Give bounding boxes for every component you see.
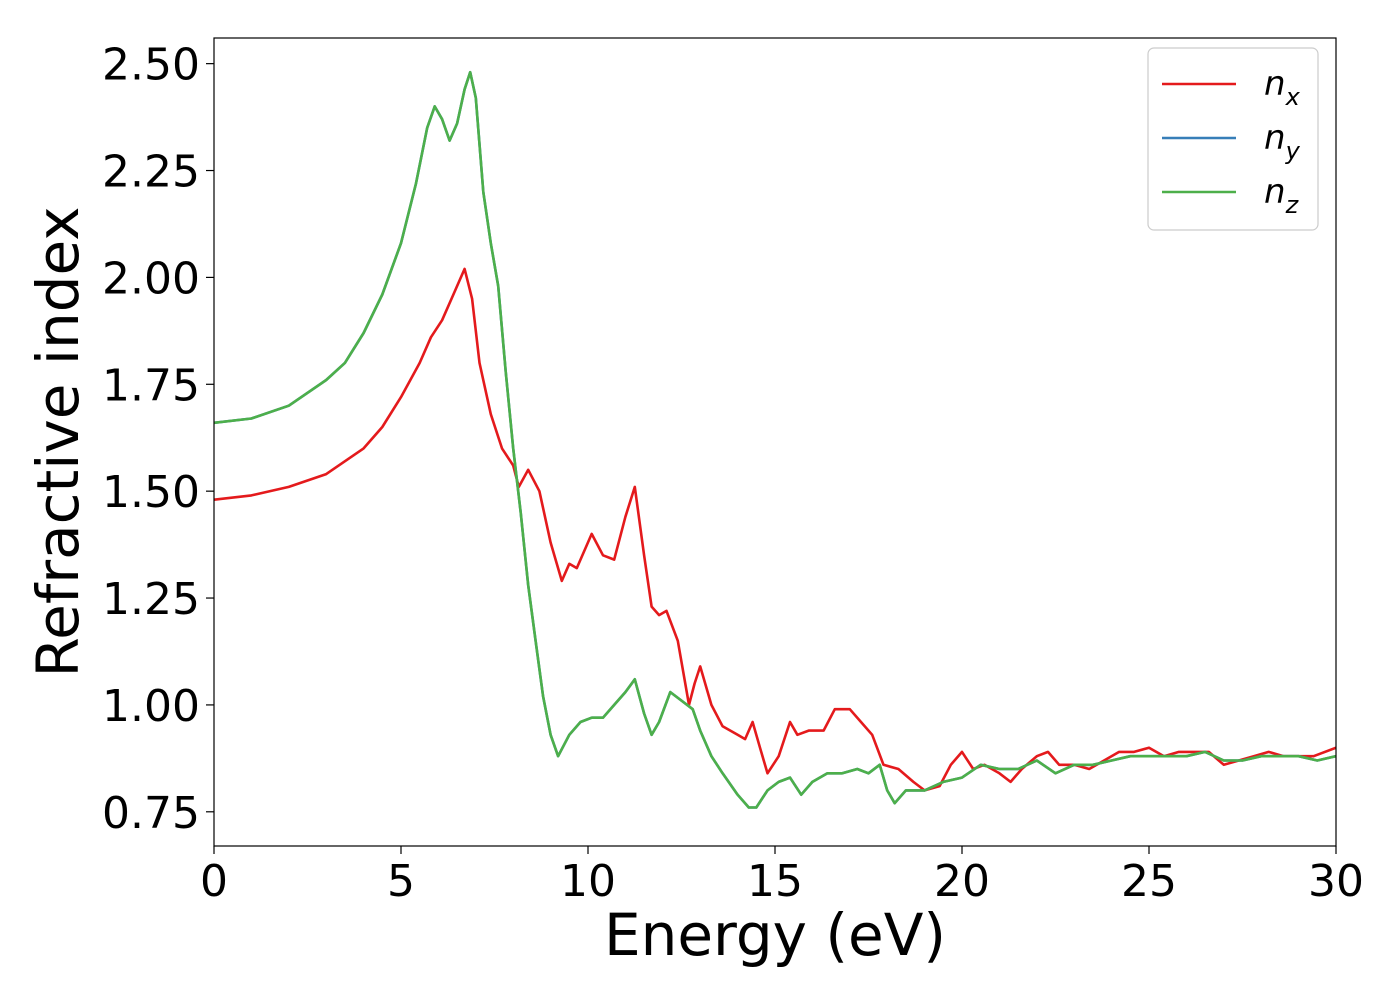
x-tick-label: 10 xyxy=(560,856,616,907)
y-axis: 0.75 1.00 1.25 1.50 1.75 2.00 2.25 2.50 xyxy=(102,40,214,839)
x-tick-label: 30 xyxy=(1308,856,1364,907)
x-axis: 0 5 10 15 20 25 30 xyxy=(200,846,1364,907)
y-tick-label: 2.50 xyxy=(102,40,200,91)
legend-label-ny: ny xyxy=(1264,118,1301,165)
y-tick-label: 0.75 xyxy=(102,788,200,839)
series-layer xyxy=(214,70,1336,809)
series-line-nz xyxy=(214,70,1336,809)
x-tick-label: 0 xyxy=(200,856,228,907)
y-axis-title: Refractive index xyxy=(24,206,92,677)
x-tick-label: 5 xyxy=(387,856,415,907)
y-tick-label: 2.00 xyxy=(102,253,200,304)
y-tick-label: 2.25 xyxy=(102,147,200,198)
y-tick-label: 1.75 xyxy=(102,360,200,411)
y-tick-label: 1.00 xyxy=(102,681,200,732)
legend-label-nz: nz xyxy=(1264,172,1300,219)
x-tick-label: 25 xyxy=(1121,856,1177,907)
y-tick-label: 1.50 xyxy=(102,467,200,518)
x-tick-label: 15 xyxy=(747,856,803,907)
legend: nx ny nz xyxy=(1147,47,1319,231)
legend-label-nx: nx xyxy=(1264,64,1301,111)
x-axis-title: Energy (eV) xyxy=(604,901,946,969)
series-line-nx xyxy=(214,267,1336,792)
x-tick-label: 20 xyxy=(934,856,990,907)
y-tick-label: 1.25 xyxy=(102,574,200,625)
